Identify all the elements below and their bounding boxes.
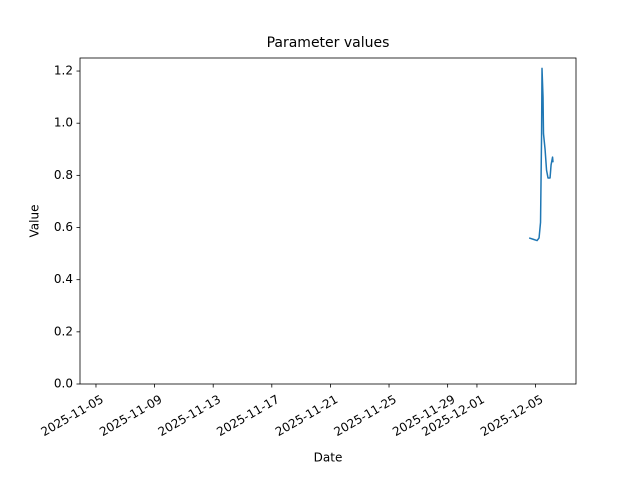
chart-title: Parameter values <box>267 35 390 51</box>
y-tick-label: 0.8 <box>54 168 73 182</box>
y-tick-label: 0.6 <box>54 220 73 234</box>
y-axis-label: Value <box>28 205 42 238</box>
plot-frame <box>79 57 577 385</box>
x-axis-label: Date <box>314 451 343 465</box>
data-line <box>528 67 554 242</box>
y-tick-label: 0.4 <box>54 272 73 286</box>
y-tick-label: 0.0 <box>54 377 73 391</box>
y-tick-label: 1.2 <box>54 64 73 78</box>
y-tick-label: 1.0 <box>54 116 73 130</box>
y-tick-label: 0.2 <box>54 324 73 338</box>
